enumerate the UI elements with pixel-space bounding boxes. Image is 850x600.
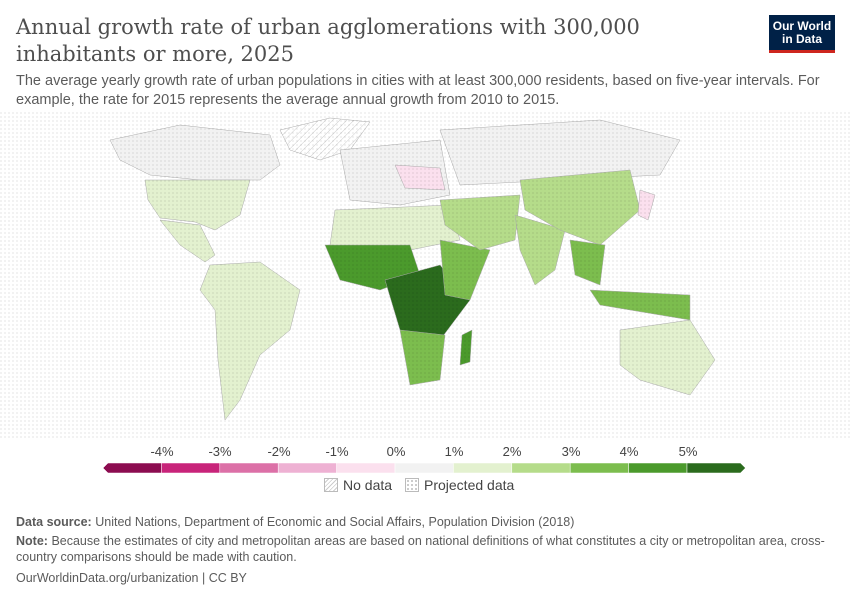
region-south-america[interactable] (199, 261, 301, 421)
legend-bin[interactable] (219, 462, 279, 474)
legend-tick: 3% (561, 444, 581, 459)
legend-tick: 2% (502, 444, 522, 459)
legend-bin[interactable] (277, 462, 337, 474)
legend-bin[interactable] (628, 462, 688, 474)
legend-no-data-label: No data (343, 477, 393, 493)
legend-tick: -2% (267, 444, 291, 459)
data-source: Data source: United Nations, Department … (16, 514, 836, 530)
legend-tick: -1% (325, 444, 349, 459)
note-label: Note: (16, 534, 48, 548)
legend-bin[interactable] (394, 462, 454, 474)
region-russia[interactable] (439, 119, 681, 186)
legend-bin[interactable] (161, 462, 221, 474)
legend-tick: 4% (619, 444, 639, 459)
legend-tick: 1% (444, 444, 464, 459)
legend-bin[interactable] (569, 462, 629, 474)
dots-swatch-icon (405, 478, 419, 492)
legend-tick: -3% (208, 444, 232, 459)
region-usa[interactable] (144, 179, 251, 231)
world-map[interactable] (0, 110, 850, 440)
region-madagascar[interactable] (459, 329, 473, 366)
region-japan[interactable] (637, 189, 656, 221)
source-label: Data source: (16, 515, 92, 529)
legend-bin[interactable] (336, 462, 396, 474)
owid-logo[interactable]: Our World in Data (769, 15, 835, 53)
region-north-america[interactable] (109, 124, 281, 181)
legend-tick: -4% (150, 444, 174, 459)
note-text: Because the estimates of city and metrop… (16, 534, 825, 564)
legend-bin[interactable] (686, 462, 746, 474)
legend-projected-label: Projected data (424, 477, 515, 493)
region-australia[interactable] (619, 319, 716, 396)
hatch-swatch-icon (324, 478, 338, 492)
legend-bin[interactable] (453, 462, 513, 474)
region-southeast-asia[interactable] (569, 239, 606, 286)
region-indonesia[interactable] (589, 289, 691, 321)
legend-no-data[interactable]: No data (324, 477, 392, 493)
legend-projected[interactable]: Projected data (405, 477, 514, 493)
note: Note: Because the estimates of city and … (16, 533, 836, 565)
legend-bin[interactable] (102, 462, 162, 474)
color-legend: -4% -3% -2% -1% 0% 1% 2% 3% 4% 5% (0, 440, 850, 500)
region-southern-africa[interactable] (399, 329, 446, 386)
chart-title: Annual growth rate of urban agglomeratio… (16, 15, 640, 66)
legend-bar[interactable] (0, 458, 850, 498)
footer-url[interactable]: OurWorldinData.org/urbanization | CC BY (16, 571, 247, 585)
legend-tick: 5% (678, 444, 698, 459)
legend-tick: 0% (386, 444, 406, 459)
legend-bin[interactable] (511, 462, 571, 474)
source-text: United Nations, Department of Economic a… (95, 515, 575, 529)
chart-subtitle: The average yearly growth rate of urban … (16, 73, 820, 108)
